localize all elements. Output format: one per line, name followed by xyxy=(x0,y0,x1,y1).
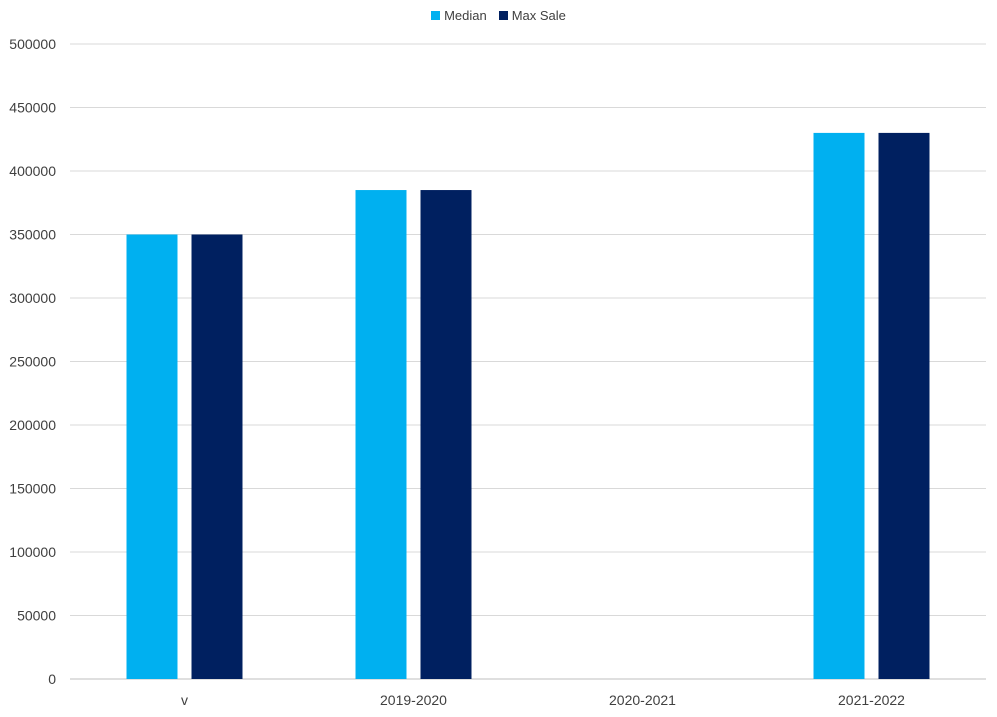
bar-max-sale xyxy=(878,132,930,679)
legend: Median Max Sale xyxy=(0,8,997,23)
y-tick-label: 500000 xyxy=(9,36,56,52)
legend-swatch-median xyxy=(431,11,441,20)
legend-item-max-sale: Max Sale xyxy=(498,8,566,23)
bar-max-sale xyxy=(191,234,243,679)
y-tick-label: 50000 xyxy=(17,608,56,624)
x-tick-label: 2020-2021 xyxy=(609,692,676,708)
bar-median xyxy=(813,132,865,679)
legend-label-median: Median xyxy=(444,8,487,23)
x-tick-label: v xyxy=(181,692,188,708)
y-tick-label: 0 xyxy=(48,671,56,687)
y-tick-label: 100000 xyxy=(9,544,56,560)
y-tick-label: 150000 xyxy=(9,481,56,497)
y-tick-label: 400000 xyxy=(9,163,56,179)
y-tick-label: 200000 xyxy=(9,417,56,433)
legend-label-max-sale: Max Sale xyxy=(511,8,566,23)
bar-median xyxy=(126,234,178,679)
x-tick-label: 2021-2022 xyxy=(838,692,905,708)
x-tick-label: 2019-2020 xyxy=(380,692,447,708)
bar-max-sale xyxy=(420,190,472,680)
y-tick-label: 350000 xyxy=(9,227,56,243)
bar-median xyxy=(355,190,407,680)
y-tick-label: 250000 xyxy=(9,354,56,370)
y-tick-label: 300000 xyxy=(9,290,56,306)
y-tick-label: 450000 xyxy=(9,100,56,116)
legend-item-median: Median xyxy=(431,8,487,23)
legend-swatch-max-sale xyxy=(498,11,508,20)
